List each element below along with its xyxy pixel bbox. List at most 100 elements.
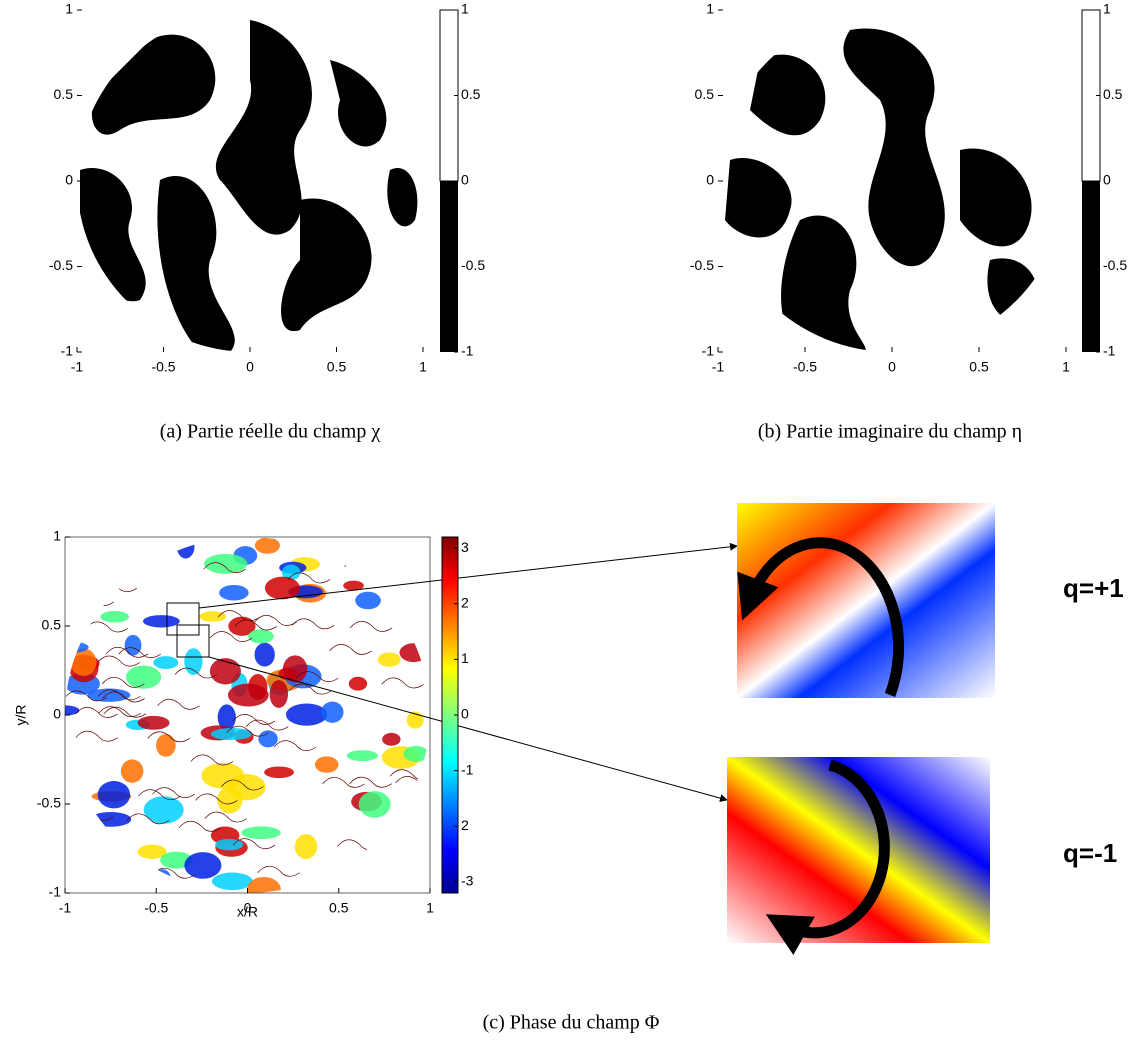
inset-image [737,503,995,698]
contour [66,878,109,890]
phase-blob [65,580,92,604]
zoom-box [166,602,200,636]
contour [65,690,108,702]
y-axis-label: y/R [13,705,29,726]
colorbar-tick-label: 2 [461,594,469,610]
contour [75,707,118,718]
phase-blob [285,703,328,726]
y-tick-label: 1 [53,528,61,544]
x-tick-label: 0.5 [969,359,989,375]
phase-blob [248,629,274,644]
zoom-arrow [198,542,738,609]
x-tick-label: -0.5 [144,900,168,916]
phase-blob [90,812,132,827]
colorbar-tick-label: -3 [461,873,474,889]
charge-label: q=-1 [1063,838,1117,868]
contour [195,793,238,805]
phase-blob [142,615,180,628]
field-blob [157,176,235,352]
contour [349,776,392,788]
contour [174,667,218,679]
contour [209,631,253,642]
phase-blob [399,643,428,663]
contour [152,867,195,879]
x-tick-label: -1 [712,359,725,375]
phase-blob [184,852,222,879]
x-tick-label: 0 [246,359,254,375]
y-tick-label: 0.5 [695,86,715,102]
phase-blob [156,734,176,757]
x-tick-label: -1 [59,900,72,916]
y-tick-label: 1 [65,1,73,17]
colorbar-tick-label: 2 [461,817,469,833]
contour [101,677,145,688]
x-tick-label: 0 [888,359,896,375]
colorbar-tick-label: 0.5 [1103,86,1123,102]
phase-blob [382,732,401,746]
panel: -1 -0.5 0 0.5 1 -1 -0.5 0 0.5 1 -1 -0.5 0 0.5 1 (b) Par… [690,1,1127,443]
phase-blob [154,869,171,886]
phase-blob [97,781,131,809]
contour [246,719,289,731]
y-tick-label: 1 [706,1,714,17]
colorbar-lower [440,181,458,352]
x-tick-label: -0.5 [793,359,817,375]
phase-blob [343,580,364,591]
phase-blob [384,832,422,855]
phase-blob [269,680,289,708]
phase-blob [377,652,401,667]
phase-blob [403,745,429,762]
x-tick-label: 0 [244,900,252,916]
y-tick-label: -0.5 [690,257,714,273]
contour [303,537,347,544]
contour [98,689,141,701]
contour [289,683,332,695]
colorbar-tick-label: -1 [461,343,474,359]
contour [232,714,276,725]
phase-blob [106,537,146,553]
field-blob [215,20,312,235]
caption: (a) Partie réelle du champ χ [160,421,381,443]
field-blob [725,158,792,238]
phase-blob [294,834,318,860]
phase-blob [375,860,403,888]
contour [204,811,248,823]
vortex-arrow [765,759,890,955]
contour [138,789,181,801]
field-blob [91,34,216,135]
contour [105,646,149,658]
contour [152,787,195,799]
phase-blob [137,715,170,730]
caption: (c) Phase du champ Φ [483,1012,660,1034]
panel: -1 -0.5 0 0.5 1 -1 -0.5 0 0.5 1 -1 -0.5 0 0.5 1 (a) Par… [49,1,485,443]
phase-blob [355,591,381,610]
x-tick-label: 1 [426,900,434,916]
phase-blob [120,759,144,783]
phase-blob [108,541,151,569]
contour [341,553,384,565]
phase-blob [117,545,136,556]
colorbar-tick-label: 1 [461,650,469,666]
pattern [718,10,1066,352]
colorbar-tick-label: 1 [1103,1,1111,17]
contour [103,706,147,718]
pattern [77,10,423,352]
contour [291,618,335,630]
colorbar-tick-label: 0 [461,172,469,188]
phase-blob [201,762,245,789]
colorbar-tick-label: -0.5 [461,257,485,273]
colorbar-tick-label: 1 [461,1,469,17]
panel: q=+1 q=-1 x/R y/R -1 -0.5 0 0.5 1 -1 -0.5 0 0.5 1 3 2 1 0… [13,503,1124,1034]
zoom-box [176,624,210,658]
contour [273,740,317,751]
phase-blob [241,826,281,840]
contour [234,619,277,631]
phase-blob [70,648,97,677]
contour [287,572,331,584]
y-tick-label: -1 [702,343,715,359]
phase-blob [358,791,391,818]
field-blob [387,168,418,227]
y-tick-label: 0 [53,706,61,722]
contour [232,838,276,850]
contour [257,865,300,877]
